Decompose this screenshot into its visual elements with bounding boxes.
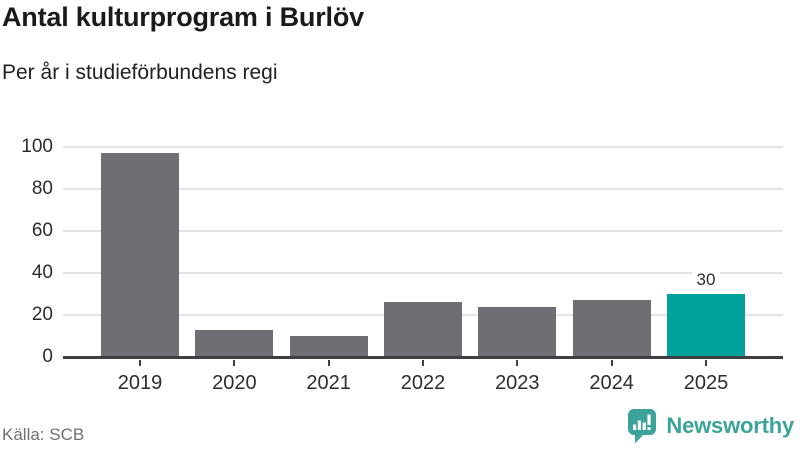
x-tick-label-2025: 2025 <box>683 372 729 394</box>
brand-name: Newsworthy <box>666 412 794 438</box>
y-tick-label-0: 0 <box>42 346 53 367</box>
x-tick-2022 <box>421 360 424 366</box>
bar-2020 <box>195 329 274 357</box>
chart-subtitle: Per år i studieförbundens regi <box>2 61 278 84</box>
bar-2021 <box>289 336 368 357</box>
x-tick-2025 <box>704 360 707 366</box>
newsworthy-brand-link[interactable]: Newsworthy <box>626 407 794 444</box>
x-tick-2019 <box>139 360 141 366</box>
y-tick-label-60: 60 <box>31 220 53 241</box>
x-tick-label-2022: 2022 <box>400 372 446 394</box>
y-tick-label-40: 40 <box>31 262 53 283</box>
bar-slot-2021: 2021 <box>289 147 368 394</box>
y-tick-label-80: 80 <box>31 178 53 199</box>
value-label-2025: 30 <box>667 270 745 289</box>
x-tick-2021 <box>327 360 330 366</box>
x-tick-label-2023: 2023 <box>495 372 540 394</box>
x-tick-label-2019: 2019 <box>117 372 163 394</box>
x-tick-2020 <box>233 360 236 366</box>
plot-area: 2019 2020 2021 2022 2023 2024 30 2025 <box>63 146 783 394</box>
bar-slot-2023: 2023 <box>478 147 557 394</box>
bar-slot-2022: 2022 <box>383 147 462 394</box>
source-note: Källa: SCB <box>2 425 85 444</box>
gridline-40 <box>63 272 783 274</box>
gridline-100 <box>63 146 783 148</box>
x-tick-2024 <box>610 360 613 366</box>
x-tick-2023 <box>516 360 519 366</box>
y-axis-labels: 0 20 40 60 80 100 <box>0 136 53 367</box>
gridline-80 <box>63 188 783 190</box>
bar-slot-2019: 2019 <box>101 147 179 394</box>
newsworthy-logo-icon <box>626 407 659 444</box>
gridline-60 <box>63 230 783 232</box>
x-axis-line <box>63 355 783 359</box>
x-tick-label-2021: 2021 <box>306 372 351 394</box>
bar-2022 <box>383 302 462 357</box>
x-tick-label-2024: 2024 <box>589 372 634 394</box>
bar-2023 <box>478 306 557 357</box>
bar-2024 <box>572 300 651 357</box>
bar-slot-2024: 2024 <box>572 147 651 394</box>
x-tick-label-2020: 2020 <box>212 372 257 394</box>
chart-title: Antal kulturprogram i Burlöv <box>2 2 364 32</box>
y-tick-label-20: 20 <box>31 304 53 325</box>
y-tick-label-100: 100 <box>21 136 53 157</box>
bars-row: 2019 2020 2021 2022 2023 2024 30 2025 <box>63 147 783 394</box>
bar-2019 <box>101 153 179 357</box>
bar-slot-2025: 30 2025 <box>666 147 745 394</box>
bar-slot-2020: 2020 <box>195 147 274 394</box>
bar-2025 <box>666 294 745 357</box>
